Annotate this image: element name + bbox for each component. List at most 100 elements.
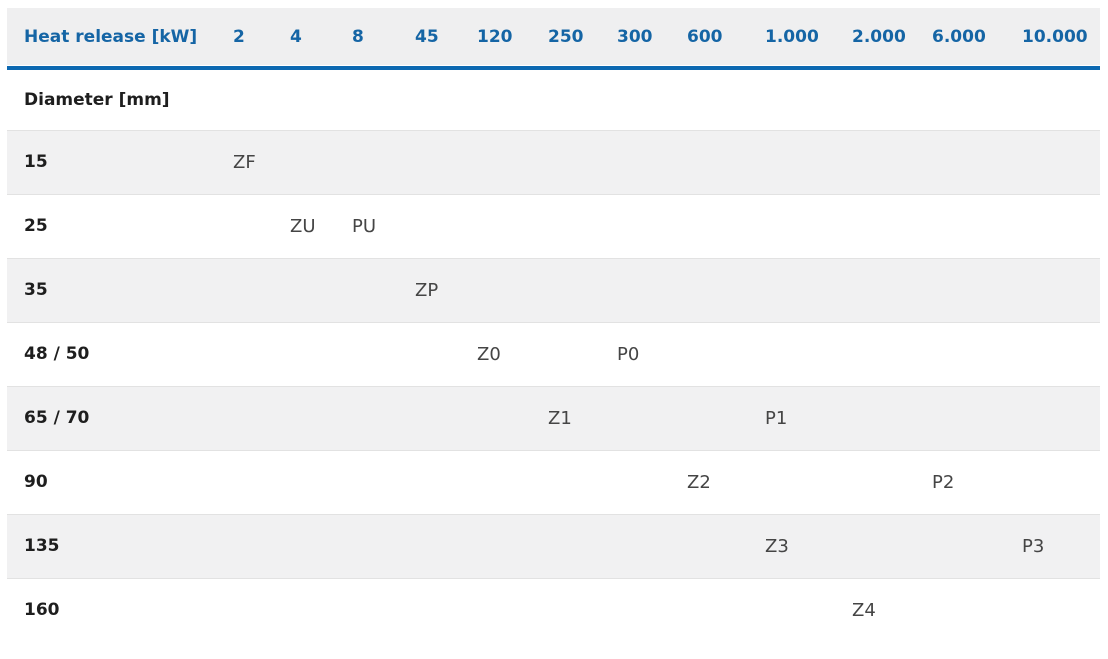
table-cell [273, 322, 335, 386]
table-wrapper: Heat release [kW] 2 4 8 45 120 250 300 6… [7, 8, 1100, 642]
table-cell [335, 130, 398, 194]
column-header: 120 [460, 8, 531, 65]
table-cell [531, 450, 600, 514]
row-label: 90 [24, 472, 48, 492]
table-cell [216, 578, 273, 642]
table-cell: P0 [617, 343, 640, 365]
table-cell [915, 194, 1005, 258]
table-cell [835, 514, 915, 578]
table-cell: P2 [932, 471, 955, 493]
column-header: 6.000 [915, 8, 1005, 65]
table-cell [1005, 450, 1100, 514]
table-cell [460, 450, 531, 514]
table-row: 65 / 70 Z1 P1 [7, 386, 1100, 450]
table-cell [600, 258, 670, 322]
table-cell [398, 386, 460, 450]
blue-rule [7, 64, 1100, 70]
table-cell [531, 578, 600, 642]
column-header: 250 [531, 8, 600, 65]
table-cell [273, 514, 335, 578]
table-cell [600, 578, 670, 642]
table-cell [915, 514, 1005, 578]
table-cell [748, 450, 835, 514]
table-cell: Z2 [687, 471, 711, 493]
table-row: 90 Z2 P2 [7, 450, 1100, 514]
table-cell: ZU [290, 215, 316, 237]
table-cell [600, 130, 670, 194]
column-header: 600 [670, 8, 748, 65]
table-cell [600, 386, 670, 450]
table-cell [915, 130, 1005, 194]
header-row: Heat release [kW] 2 4 8 45 120 250 300 6… [7, 8, 1100, 65]
heat-release-table: Heat release [kW] 2 4 8 45 120 250 300 6… [7, 8, 1100, 642]
table-cell [1005, 386, 1100, 450]
table-cell [600, 450, 670, 514]
table-cell [835, 322, 915, 386]
table-cell [398, 130, 460, 194]
table-cell: Z0 [477, 343, 501, 365]
table-cell [748, 194, 835, 258]
table-cell [915, 322, 1005, 386]
table-cell [273, 578, 335, 642]
table-cell [835, 450, 915, 514]
table-cell [273, 386, 335, 450]
column-header: 300 [600, 8, 670, 65]
header-rule-row [7, 64, 1100, 70]
column-header: 1.000 [748, 8, 835, 65]
table-row: 15 ZF [7, 130, 1100, 194]
table-row: 160 Z4 [7, 578, 1100, 642]
table-cell [398, 450, 460, 514]
table-cell [460, 386, 531, 450]
table-cell [216, 322, 273, 386]
table-cell [398, 322, 460, 386]
row-label: 135 [24, 536, 60, 556]
section-label: Diameter [mm] [24, 89, 170, 110]
table-cell [531, 514, 600, 578]
row-label: 15 [24, 152, 48, 172]
table-cell [335, 450, 398, 514]
table-cell [1005, 258, 1100, 322]
table-cell [335, 258, 398, 322]
table-cell [398, 514, 460, 578]
table-cell [670, 130, 748, 194]
table-row: 48 / 50 Z0 P0 [7, 322, 1100, 386]
table-cell [398, 578, 460, 642]
table-cell [216, 450, 273, 514]
row-label: 35 [24, 280, 48, 300]
table-cell: P3 [1022, 535, 1045, 557]
table-cell [460, 578, 531, 642]
table-cell [531, 194, 600, 258]
table-cell [273, 130, 335, 194]
section-row-spacer [216, 68, 1100, 130]
table-cell [915, 386, 1005, 450]
table-cell: ZF [233, 151, 256, 173]
table-row: 25 ZU PU [7, 194, 1100, 258]
row-label: 25 [24, 216, 48, 236]
table-cell [835, 130, 915, 194]
table-cell [335, 386, 398, 450]
column-header: 2 [216, 8, 273, 65]
table-cell [1005, 130, 1100, 194]
table-cell [531, 322, 600, 386]
row-label: 48 / 50 [24, 344, 90, 364]
table-cell [1005, 578, 1100, 642]
column-header: 10.000 [1005, 8, 1100, 65]
table-cell: Z4 [852, 599, 876, 621]
table-cell [748, 130, 835, 194]
table-cell [670, 258, 748, 322]
table-cell [460, 514, 531, 578]
table-cell [670, 578, 748, 642]
table-cell [748, 322, 835, 386]
table-cell [835, 258, 915, 322]
table-cell [748, 578, 835, 642]
table-cell [273, 450, 335, 514]
table-cell [460, 194, 531, 258]
column-header: 2.000 [835, 8, 915, 65]
table-cell [670, 386, 748, 450]
table-cell [915, 258, 1005, 322]
table-cell [460, 258, 531, 322]
table-cell: PU [352, 215, 377, 237]
table-cell [216, 514, 273, 578]
table-cell [398, 194, 460, 258]
